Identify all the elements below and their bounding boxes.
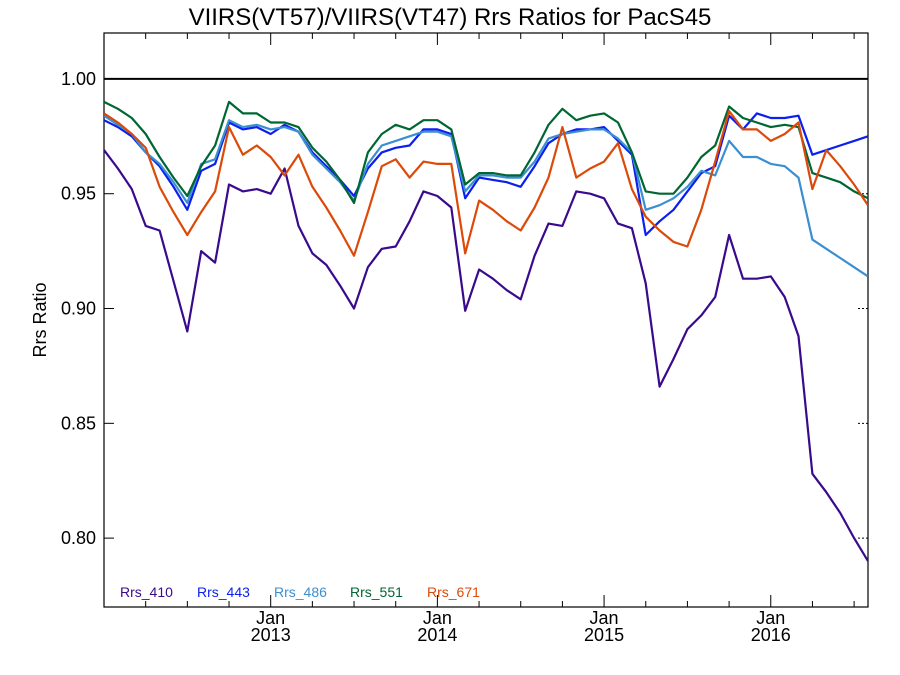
y-tick-label: 0.80 [61,528,96,548]
y-axis: 0.80 0.85 0.90 0.95 1.00 [61,69,868,548]
x-tick-label-month: Jan [423,608,452,628]
legend-entry-rrs-551: Rrs_551 [350,584,403,600]
series-line-rrs-486 [104,114,868,278]
legend-entry-rrs-410: Rrs_410 [120,584,173,600]
x-tick-label-year: 2014 [417,625,457,645]
y-tick-label: 1.00 [61,69,96,89]
y-tick-label: 0.85 [61,413,96,433]
y-tick-label: 0.90 [61,299,96,319]
series-line-rrs-551 [104,100,868,204]
x-tick-label-month: Jan [756,608,785,628]
plot-frame [103,32,869,608]
legend-entry-rrs-671: Rrs_671 [427,584,480,600]
series-lines [104,100,868,562]
legend-entry-rrs-443: Rrs_443 [197,584,250,600]
series-line-rrs-671 [104,109,868,257]
x-tick-label-month: Jan [256,608,285,628]
x-tick-label-year: 2013 [251,625,291,645]
legend: Rrs_410 Rrs_443 Rrs_486 Rrs_551 Rrs_671 [120,584,480,600]
legend-entry-rrs-486: Rrs_486 [274,584,327,600]
x-tick-label-month: Jan [590,608,619,628]
x-tick-label-year: 2015 [584,625,624,645]
y-tick-label: 0.95 [61,184,96,204]
series-line-rrs-410 [104,149,868,562]
chart-title: VIIRS(VT57)/VIIRS(VT47) Rrs Ratios for P… [188,4,712,31]
x-tick-label-year: 2016 [751,625,791,645]
y-axis-title: Rrs Ratio [30,282,50,357]
